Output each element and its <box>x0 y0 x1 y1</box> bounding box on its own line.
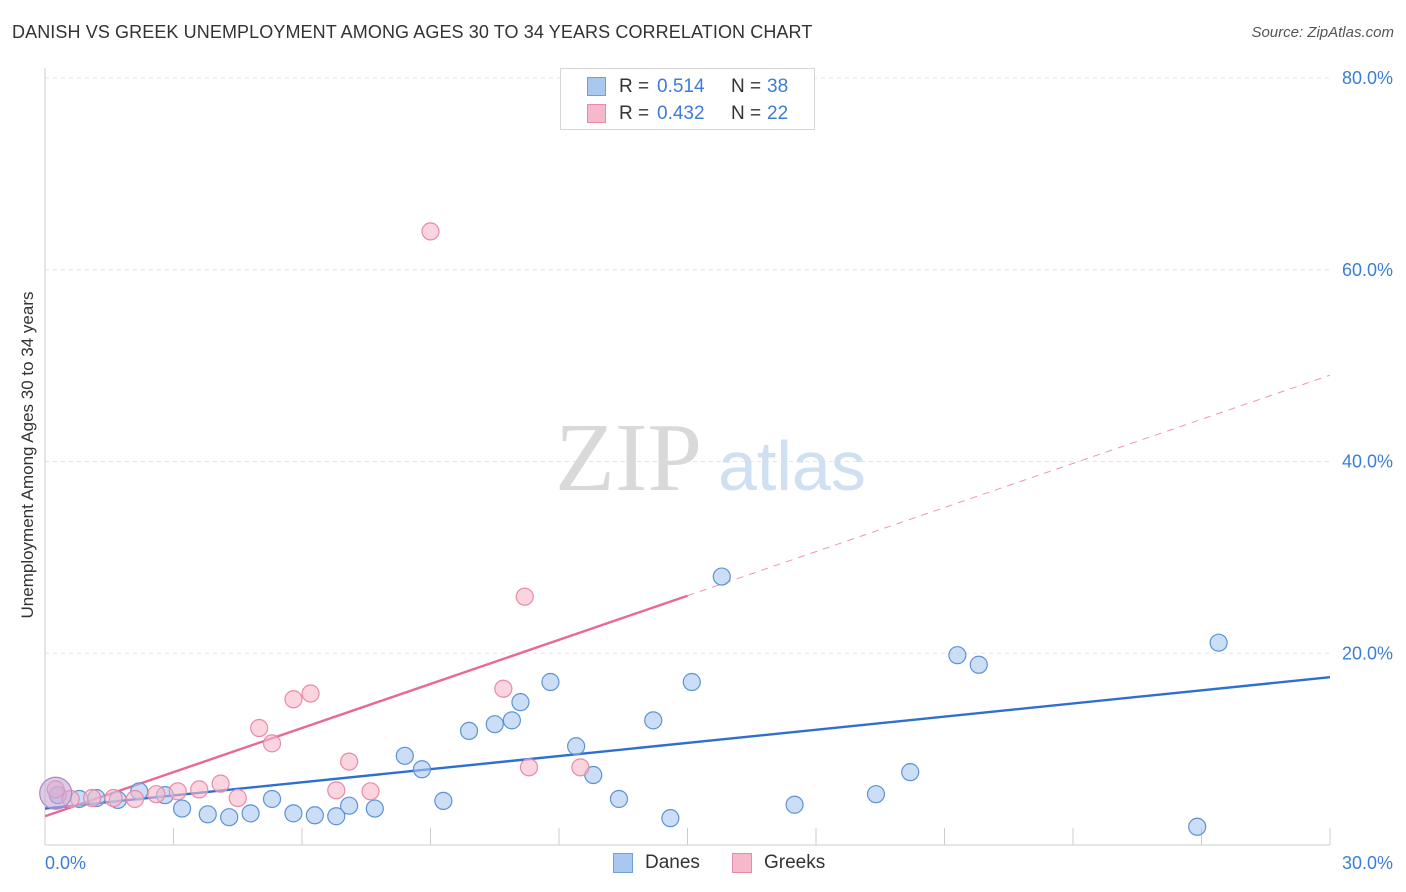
point-greeks <box>168 782 187 801</box>
legend-n-value-greeks: 22 <box>767 103 789 124</box>
point-greeks <box>519 758 539 777</box>
point-greeks <box>421 222 440 241</box>
chart-source: Source: ZipAtlas.com <box>1251 24 1394 41</box>
point-danes <box>969 655 988 674</box>
series-legend: Danes Greeks <box>0 852 1406 878</box>
legend-swatch-danes <box>613 853 633 873</box>
legend-item-greeks[interactable]: Greeks <box>732 852 825 874</box>
point-greeks <box>83 788 102 808</box>
point-cluster <box>39 776 73 810</box>
axes <box>44 68 1331 846</box>
point-danes <box>682 672 701 692</box>
point-danes <box>901 763 920 782</box>
legend-n-value-danes: 38 <box>767 76 789 97</box>
data-points <box>39 222 1228 836</box>
point-danes <box>485 715 504 734</box>
point-greeks <box>125 789 145 809</box>
trend-line-danes <box>44 676 1331 810</box>
tick-labels: 20.0% 40.0% 60.0% 80.0% 0.0% 30.0% <box>45 68 1393 873</box>
point-danes <box>395 746 414 765</box>
point-danes <box>511 693 530 712</box>
legend-label-greeks: Greeks <box>764 852 826 873</box>
x-tick-label: 30.0% <box>1342 853 1393 873</box>
chart-title: DANISH VS GREEK UNEMPLOYMENT AMONG AGES … <box>12 22 813 42</box>
x-tick-label: 0.0% <box>45 853 86 873</box>
point-danes <box>661 809 680 828</box>
point-greeks <box>190 780 209 799</box>
point-danes <box>1209 633 1228 652</box>
point-danes <box>327 807 346 826</box>
trend-line-greeks <box>44 594 688 818</box>
y-tick-label: 60.0% <box>1342 260 1393 280</box>
point-greeks <box>301 684 320 703</box>
point-danes <box>220 808 239 827</box>
point-greeks <box>571 758 590 777</box>
y-tick-label: 80.0% <box>1342 68 1393 88</box>
legend-r-label: R = <box>619 76 650 97</box>
point-danes <box>262 789 282 809</box>
point-greeks <box>250 718 269 738</box>
legend-r-value-greeks: 0.432 <box>657 103 705 124</box>
trend-lines <box>44 374 1331 818</box>
legend-label-danes: Danes <box>645 852 700 873</box>
point-danes <box>198 805 217 824</box>
y-tick-label: 20.0% <box>1342 643 1393 663</box>
point-danes <box>241 804 260 823</box>
trend-line-extension-greeks <box>687 374 1331 597</box>
point-greeks <box>104 788 123 808</box>
legend-swatch-greeks <box>732 853 752 873</box>
point-danes <box>305 806 324 825</box>
correlation-legend: R = 0.514 N = 38 R = 0.432 N = 22 <box>560 68 815 130</box>
point-greeks <box>262 734 282 753</box>
point-danes <box>1188 817 1207 836</box>
point-greeks <box>361 782 380 801</box>
point-greeks <box>284 690 303 709</box>
point-danes <box>609 789 629 809</box>
point-danes <box>785 795 804 814</box>
point-danes <box>172 799 192 818</box>
watermark-atlas: atlas <box>718 427 866 505</box>
legend-item-danes[interactable]: Danes <box>613 852 700 874</box>
point-danes <box>284 804 303 823</box>
point-danes <box>644 711 663 730</box>
point-greeks <box>228 788 247 808</box>
point-greeks <box>211 774 230 793</box>
point-danes <box>502 711 521 730</box>
gridlines <box>45 77 1330 654</box>
point-danes <box>866 785 886 804</box>
legend-swatch-greeks <box>587 104 606 123</box>
point-greeks <box>147 785 166 804</box>
legend-r-label: R = <box>619 103 650 124</box>
point-danes <box>567 737 586 756</box>
point-greeks <box>340 752 359 771</box>
y-tick-label: 40.0% <box>1342 452 1393 472</box>
point-danes <box>541 672 560 692</box>
legend-n-label: N = <box>731 76 762 97</box>
point-greeks <box>494 679 513 698</box>
point-danes <box>948 646 967 665</box>
legend-swatch-danes <box>587 77 606 96</box>
point-danes <box>340 796 359 815</box>
point-danes <box>365 799 384 818</box>
point-danes <box>712 567 731 586</box>
point-greeks <box>327 781 346 800</box>
point-danes <box>412 760 432 779</box>
legend-n-label: N = <box>731 103 762 124</box>
point-danes <box>434 791 453 810</box>
point-danes <box>459 721 479 741</box>
point-greeks <box>515 587 534 606</box>
legend-r-value-danes: 0.514 <box>657 76 705 97</box>
watermark-zip: ZIP <box>555 404 702 512</box>
